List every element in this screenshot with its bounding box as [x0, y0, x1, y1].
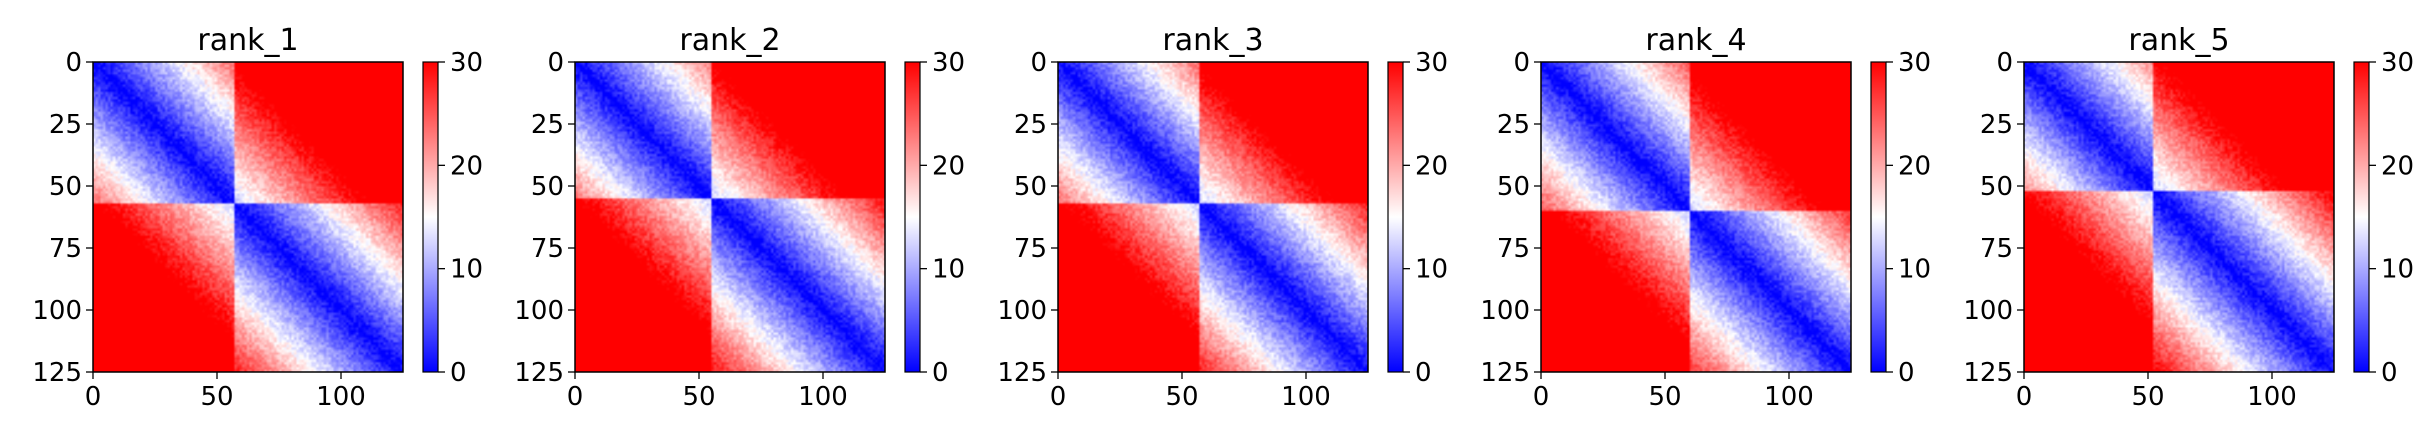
y-tick-label: 50: [1497, 172, 1530, 202]
y-tick-label: 125: [997, 358, 1047, 388]
y-tick-label: 50: [1014, 172, 1047, 202]
colorbar-tick-label: 0: [1898, 358, 1915, 388]
y-tick-label: 50: [49, 172, 82, 202]
x-tick-label: 100: [2247, 382, 2297, 412]
y-tick-label: 100: [997, 296, 1047, 326]
y-tick-label: 0: [547, 48, 564, 78]
colorbar-tick-label: 30: [2381, 48, 2414, 78]
panel-title: rank_1: [197, 23, 298, 58]
x-tick-label: 0: [1533, 382, 1550, 412]
heatmap-image: [2024, 62, 2334, 372]
x-tick-label: 50: [682, 382, 715, 412]
colorbar: [1387, 61, 1404, 373]
panel-title: rank_5: [2128, 23, 2229, 58]
y-tick-label: 75: [1014, 234, 1047, 264]
y-tick-label: 75: [49, 234, 82, 264]
y-tick-label: 100: [1963, 296, 2013, 326]
y-tick-label: 100: [1480, 296, 1530, 326]
y-tick-label: 125: [514, 358, 564, 388]
heatmap-frame: [1057, 61, 1369, 373]
y-tick-label: 0: [1996, 48, 2013, 78]
colorbar-tick-label: 20: [1415, 151, 1448, 181]
y-tick-label: 25: [49, 110, 82, 140]
x-tick-label: 100: [1764, 382, 1814, 412]
x-tick-label: 100: [316, 382, 366, 412]
heatmap-image: [93, 62, 403, 372]
colorbar-tick-label: 10: [932, 255, 965, 285]
colorbar-tick-label: 10: [1415, 255, 1448, 285]
colorbar-tick-label: 0: [932, 358, 949, 388]
x-tick-label: 50: [200, 382, 233, 412]
y-tick-label: 50: [531, 172, 564, 202]
x-tick-label: 0: [2016, 382, 2033, 412]
y-tick-label: 50: [1980, 172, 2013, 202]
colorbar-tick-label: 0: [450, 358, 467, 388]
y-tick-label: 75: [1497, 234, 1530, 264]
colorbar: [904, 61, 921, 373]
colorbar-tick-label: 0: [2381, 358, 2398, 388]
heatmap-image: [575, 62, 885, 372]
y-tick-label: 0: [65, 48, 82, 78]
colorbar-tick-label: 10: [450, 255, 483, 285]
colorbar-tick-label: 30: [1898, 48, 1931, 78]
y-tick-label: 125: [32, 358, 82, 388]
colorbar-tick-label: 30: [1415, 48, 1448, 78]
x-tick-label: 50: [1648, 382, 1681, 412]
panel-title: rank_2: [679, 23, 780, 58]
colorbar-tick-label: 20: [932, 151, 965, 181]
colorbar-tick-label: 20: [2381, 151, 2414, 181]
heatmap-frame: [574, 61, 886, 373]
colorbar-tick-label: 0: [1415, 358, 1432, 388]
x-tick-label: 0: [85, 382, 102, 412]
colorbar: [1870, 61, 1887, 373]
y-tick-label: 75: [531, 234, 564, 264]
colorbar-tick-label: 10: [2381, 255, 2414, 285]
colorbar-tick-label: 30: [450, 48, 483, 78]
y-tick-label: 125: [1480, 358, 1530, 388]
x-tick-label: 100: [1281, 382, 1331, 412]
colorbar-tick-label: 10: [1898, 255, 1931, 285]
colorbar-tick-label: 20: [1898, 151, 1931, 181]
heatmap-image: [1541, 62, 1851, 372]
y-tick-label: 100: [514, 296, 564, 326]
heatmap-frame: [92, 61, 404, 373]
y-tick-label: 125: [1963, 358, 2013, 388]
heatmap-frame: [1540, 61, 1852, 373]
x-tick-label: 100: [798, 382, 848, 412]
panel-title: rank_3: [1162, 23, 1263, 58]
y-tick-label: 25: [1980, 110, 2013, 140]
colorbar: [422, 61, 439, 373]
y-tick-label: 0: [1513, 48, 1530, 78]
heatmap-frame: [2023, 61, 2335, 373]
y-tick-label: 25: [1014, 110, 1047, 140]
y-tick-label: 75: [1980, 234, 2013, 264]
colorbar-tick-label: 30: [932, 48, 965, 78]
x-tick-label: 0: [1050, 382, 1067, 412]
y-tick-label: 25: [531, 110, 564, 140]
colorbar: [2353, 61, 2370, 373]
panel-title: rank_4: [1645, 23, 1746, 58]
x-tick-label: 50: [2131, 382, 2164, 412]
y-tick-label: 25: [1497, 110, 1530, 140]
heatmap-image: [1058, 62, 1368, 372]
colorbar-tick-label: 20: [450, 151, 483, 181]
y-tick-label: 0: [1030, 48, 1047, 78]
y-tick-label: 100: [32, 296, 82, 326]
x-tick-label: 50: [1165, 382, 1198, 412]
x-tick-label: 0: [567, 382, 584, 412]
